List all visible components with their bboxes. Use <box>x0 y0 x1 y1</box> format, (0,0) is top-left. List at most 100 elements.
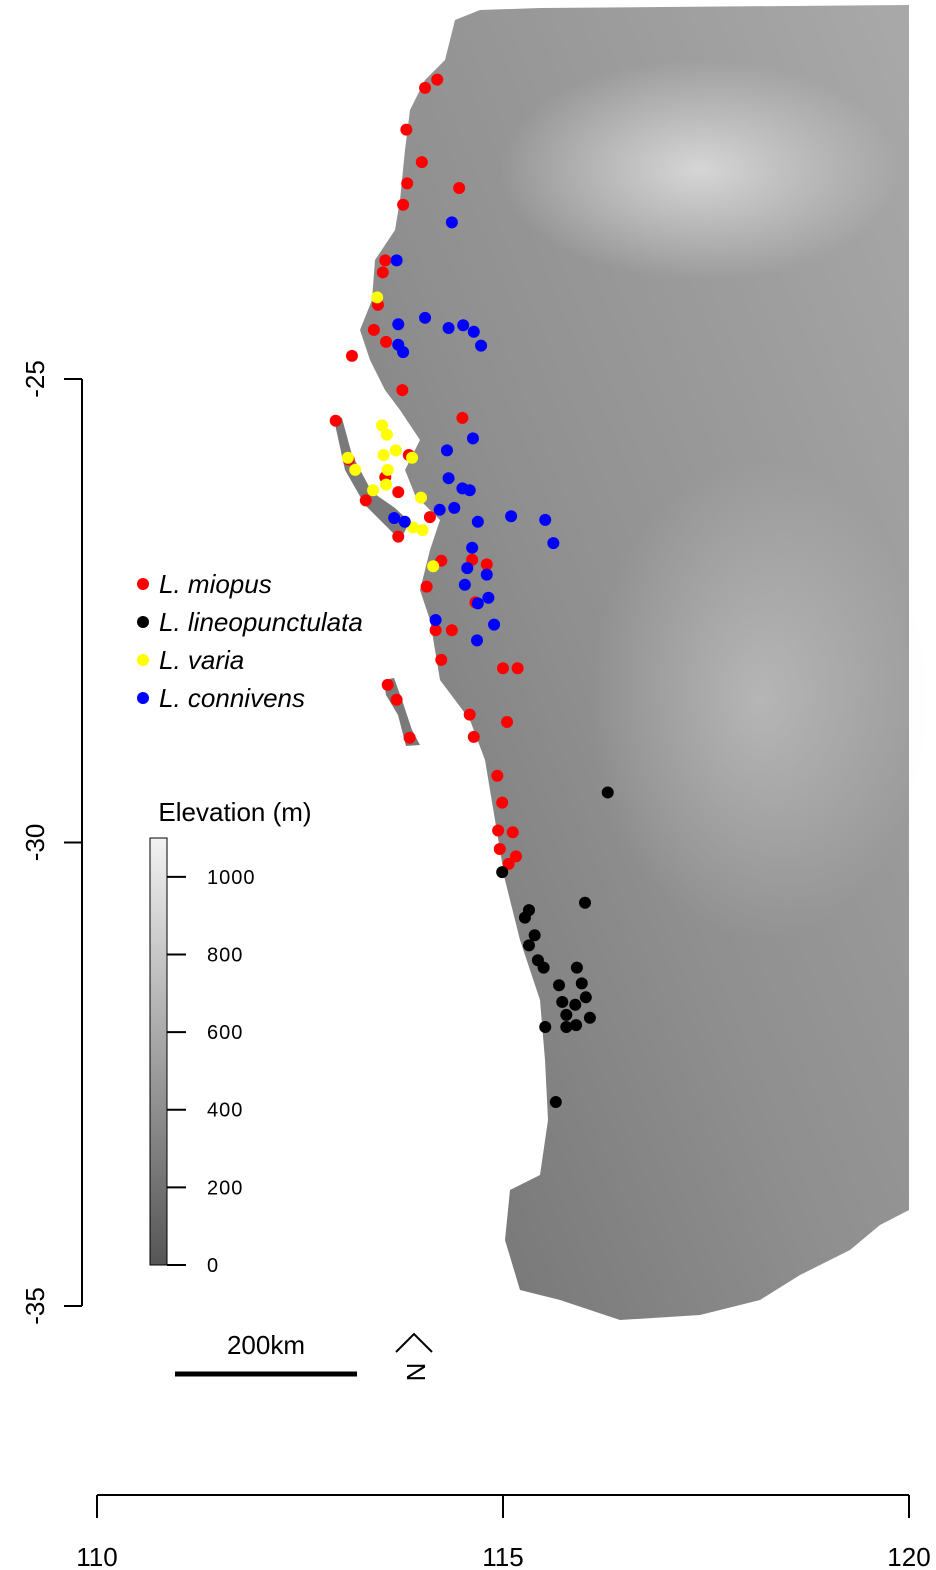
legend-label: L. miopus <box>159 569 272 599</box>
occurrence-point <box>415 156 428 169</box>
occurrence-point <box>416 524 429 537</box>
occurrence-point <box>471 597 484 610</box>
occurrence-point <box>461 562 474 575</box>
occurrence-point <box>482 591 495 604</box>
occurrence-point <box>433 503 446 516</box>
occurrence-point <box>389 444 402 457</box>
occurrence-point <box>329 414 342 427</box>
occurrence-point <box>456 411 469 424</box>
occurrence-point <box>392 318 405 331</box>
occurrence-point <box>445 624 458 637</box>
occurrence-point <box>445 216 458 229</box>
colorbar <box>149 837 168 1266</box>
occurrence-point <box>442 472 455 485</box>
occurrence-point <box>414 491 427 504</box>
colorbar-tick-label: 600 <box>207 1022 243 1044</box>
occurrence-point <box>349 463 362 476</box>
occurrence-point <box>458 578 471 591</box>
highland <box>590 460 930 940</box>
occurrence-point <box>359 494 372 507</box>
series-points <box>341 291 440 573</box>
occurrence-point <box>480 558 493 571</box>
occurrence-point <box>376 266 389 279</box>
occurrence-point <box>579 991 592 1004</box>
occurrence-point <box>528 929 541 942</box>
occurrence-point <box>556 995 569 1008</box>
occurrence-point <box>345 349 358 362</box>
occurrence-point <box>380 335 393 348</box>
occurrence-point <box>553 979 566 992</box>
occurrence-point <box>435 653 448 666</box>
x-tick-label: 110 <box>76 1542 117 1570</box>
occurrence-point <box>491 769 504 782</box>
legend-label: L. connivens <box>159 683 305 713</box>
highland <box>500 60 900 280</box>
occurrence-point <box>420 580 433 593</box>
occurrence-point <box>480 568 493 581</box>
occurrence-point <box>406 451 419 464</box>
legend-marker <box>137 692 149 704</box>
occurrence-point <box>429 614 442 627</box>
occurrence-point <box>466 541 479 554</box>
occurrence-point <box>501 715 514 728</box>
occurrence-point <box>390 693 403 706</box>
occurrence-point <box>570 1019 583 1032</box>
occurrence-point <box>388 512 401 525</box>
occurrence-point <box>392 530 405 543</box>
legend-marker <box>137 578 149 590</box>
occurrence-point <box>575 977 588 990</box>
occurrence-point <box>463 708 476 721</box>
occurrence-point <box>518 911 531 924</box>
legend: L. miopus L. lineopunctulata L. varia L. co… <box>137 569 363 713</box>
occurrence-point <box>496 796 509 809</box>
occurrence-point <box>401 177 414 190</box>
occurrence-point <box>583 1011 596 1024</box>
occurrence-point <box>379 254 392 267</box>
land <box>333 5 930 1320</box>
colorbar-tick-label: 0 <box>207 1255 219 1277</box>
occurrence-point <box>380 478 393 491</box>
occurrence-point <box>377 449 390 462</box>
occurrence-point <box>392 486 405 499</box>
occurrence-point <box>522 939 535 952</box>
colorbar-tick-label: 400 <box>207 1100 243 1122</box>
colorbar-tick-label: 1000 <box>207 867 256 889</box>
occurrence-point <box>547 537 560 550</box>
series-points <box>496 786 614 1109</box>
occurrence-point <box>400 123 413 136</box>
peninsula <box>333 415 410 540</box>
scale-bar-label: 200km <box>227 1330 305 1360</box>
occurrence-point <box>496 866 509 879</box>
occurrence-point <box>463 484 476 497</box>
occurrence-point <box>511 662 524 675</box>
occurrence-point <box>569 998 582 1011</box>
occurrence-point <box>560 1020 573 1033</box>
occurrence-point <box>471 634 484 647</box>
occurrence-point <box>397 198 410 211</box>
north-arrow-label: N <box>401 1363 431 1382</box>
occurrence-point <box>381 678 394 691</box>
occurrence-point <box>371 291 384 304</box>
occurrence-point <box>497 662 509 675</box>
occurrence-point <box>475 339 488 352</box>
legend-label: L. lineopunctulata <box>159 607 363 637</box>
occurrence-point <box>549 1096 562 1109</box>
occurrence-point <box>380 428 393 441</box>
occurrence-point <box>341 451 354 464</box>
occurrence-point <box>467 730 480 743</box>
occurrence-point <box>442 322 455 335</box>
occurrence-point <box>492 824 505 837</box>
occurrence-point <box>488 618 501 631</box>
colorbar-title: Elevation (m) <box>158 797 311 827</box>
occurrence-point <box>448 501 461 514</box>
occurrence-point <box>376 419 389 432</box>
occurrence-point <box>539 513 552 526</box>
occurrence-point <box>397 346 410 359</box>
occurrence-point <box>560 1008 573 1021</box>
occurrence-point <box>440 444 453 457</box>
x-tick-label: 120 <box>887 1542 930 1570</box>
occurrence-point <box>429 624 442 637</box>
y-tick-label: -30 <box>20 824 50 862</box>
colorbar-tick-label: 800 <box>207 944 243 966</box>
